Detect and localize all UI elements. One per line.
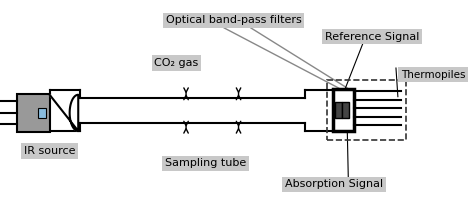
Text: IR source: IR source: [24, 146, 75, 156]
Bar: [38, 108, 46, 118]
Text: CO₂ gas: CO₂ gas: [155, 58, 199, 68]
Bar: [342, 102, 349, 118]
Text: Absorption Signal: Absorption Signal: [285, 179, 383, 189]
Bar: [336, 102, 342, 118]
Text: Optical band-pass filters: Optical band-pass filters: [166, 15, 301, 25]
Text: Sampling tube: Sampling tube: [164, 158, 246, 168]
Bar: [327, 80, 407, 140]
Polygon shape: [50, 95, 78, 131]
Bar: [333, 89, 354, 131]
Text: Reference Signal: Reference Signal: [325, 32, 419, 42]
Bar: [17, 94, 50, 132]
Text: Thermopiles: Thermopiles: [401, 70, 465, 80]
